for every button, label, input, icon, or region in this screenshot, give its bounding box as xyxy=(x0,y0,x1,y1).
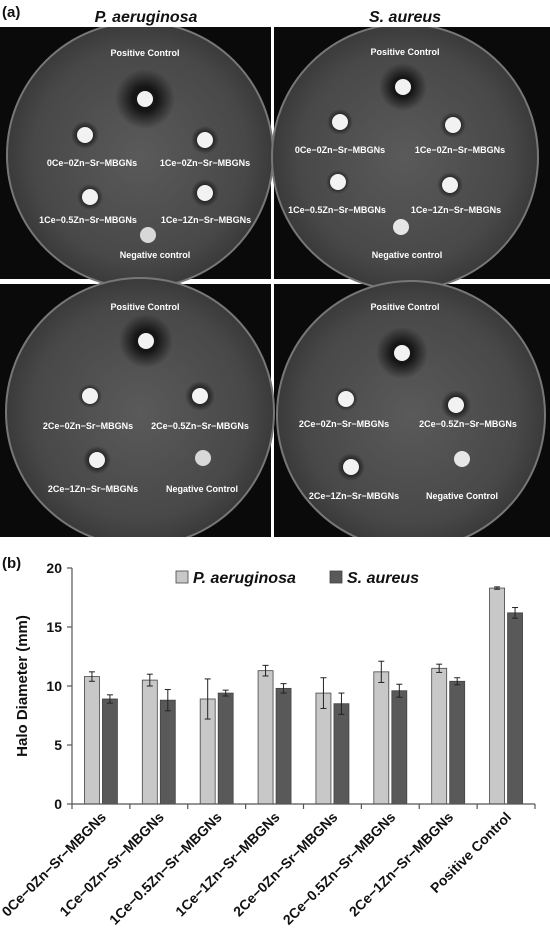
x-category-label: 1Ce−1Zn−Sr−MBGNs xyxy=(172,809,283,920)
bar xyxy=(141,679,158,805)
plate-label: 0Ce−0Zn−Sr−MBGNs xyxy=(295,145,385,155)
plate-label: 2Ce−0Zn−Sr−MBGNs xyxy=(43,421,133,431)
plate-label: Negative control xyxy=(120,250,191,260)
bar xyxy=(84,676,100,805)
column-title-p-aeruginosa: P. aeruginosa xyxy=(94,9,198,26)
plate-label: 1Ce−0Zn−Sr−MBGNs xyxy=(415,145,505,155)
bar xyxy=(449,680,466,805)
agar-plate-photographs: Positive Control 0Ce−0Zn−Sr−MBGNs 1Ce−0Z… xyxy=(0,27,550,537)
legend-label: P. aeruginosa xyxy=(193,570,296,587)
legend-label: S. aureus xyxy=(347,570,419,587)
bar xyxy=(217,692,234,805)
plate-bottom-left: Positive Control 2Ce−0Zn−Sr−MBGNs 2Ce−0.… xyxy=(5,277,275,537)
plate-label: 1Ce−0.5Zn−Sr−MBGNs xyxy=(39,215,137,225)
plate-label: Positive Control xyxy=(110,302,179,312)
plate-label: 2Ce−0.5Zn−Sr−MBGNs xyxy=(151,421,249,431)
plate-label: 1Ce−0Zn−Sr−MBGNs xyxy=(160,158,250,168)
legend-swatch xyxy=(175,570,189,584)
bar xyxy=(507,612,523,805)
plate-label: 0Ce−0Zn−Sr−MBGNs xyxy=(47,158,137,168)
bar xyxy=(333,703,350,805)
bar xyxy=(489,587,505,805)
bar xyxy=(275,687,292,805)
plate-bottom-right: Positive Control 2Ce−0Zn−Sr−MBGNs 2Ce−0.… xyxy=(276,280,546,537)
plate-label: Negative Control xyxy=(426,491,498,501)
panel-b-label: (b) xyxy=(2,555,22,572)
bar xyxy=(102,698,118,805)
x-category-label: 2Ce−0.5Zn−Sr−MBGNs xyxy=(280,809,399,928)
bar xyxy=(257,670,274,805)
plate-label: Positive Control xyxy=(370,302,439,312)
plate-label: 1Ce−1Zn−Sr−MBGNs xyxy=(161,215,251,225)
bar xyxy=(315,692,332,805)
x-category-label: 2Ce−0Zn−Sr−MBGNs xyxy=(230,809,341,920)
plate-label: 2Ce−1Zn−Sr−MBGNs xyxy=(309,491,399,501)
x-category-label: 1Ce−0.5Zn−Sr−MBGNs xyxy=(106,809,225,928)
y-tick-label: 10 xyxy=(46,678,62,694)
y-tick-label: 0 xyxy=(54,796,62,812)
plate-label: Negative Control xyxy=(166,484,238,494)
y-axis-title: Halo Diameter (mm) xyxy=(14,615,31,757)
bar xyxy=(159,699,176,805)
plate-label: 1Ce−0.5Zn−Sr−MBGNs xyxy=(288,205,386,215)
y-tick-label: 15 xyxy=(46,619,62,635)
bar xyxy=(391,690,408,805)
halo-diameter-bar-chart: 0 5 10 15 20 Halo Diameter (mm) 0Ce−0Zn−Sr−MBG… xyxy=(0,560,536,928)
x-category-label: 0Ce−0Zn−Sr−MBGNs xyxy=(0,809,109,920)
plate-label: 2Ce−0Zn−Sr−MBGNs xyxy=(299,419,389,429)
plate-label: 1Ce−1Zn−Sr−MBGNs xyxy=(411,205,501,215)
y-tick-label: 20 xyxy=(46,560,62,576)
column-title-s-aureus: S. aureus xyxy=(368,9,442,26)
plate-label: 2Ce−1Zn−Sr−MBGNs xyxy=(48,484,138,494)
plate-label: Positive Control xyxy=(370,47,439,57)
plate-label: Negative control xyxy=(372,250,443,260)
plate-top-left: Positive Control 0Ce−0Zn−Sr−MBGNs 1Ce−0Z… xyxy=(6,27,274,289)
panel-a-label: (a) xyxy=(2,4,21,21)
x-category-label: 2Ce−1Zn−Sr−MBGNs xyxy=(346,809,457,920)
y-tick-label: 5 xyxy=(54,737,62,753)
bar xyxy=(373,671,390,805)
x-category-label: 1Ce−0Zn−Sr−MBGNs xyxy=(56,809,167,920)
plate-top-right: Positive Control 0Ce−0Zn−Sr−MBGNs 1Ce−0Z… xyxy=(271,27,539,291)
legend-swatch xyxy=(329,570,343,584)
plate-label: Positive Control xyxy=(110,48,179,58)
plate-label: 2Ce−0.5Zn−Sr−MBGNs xyxy=(419,419,517,429)
bar xyxy=(431,667,448,805)
